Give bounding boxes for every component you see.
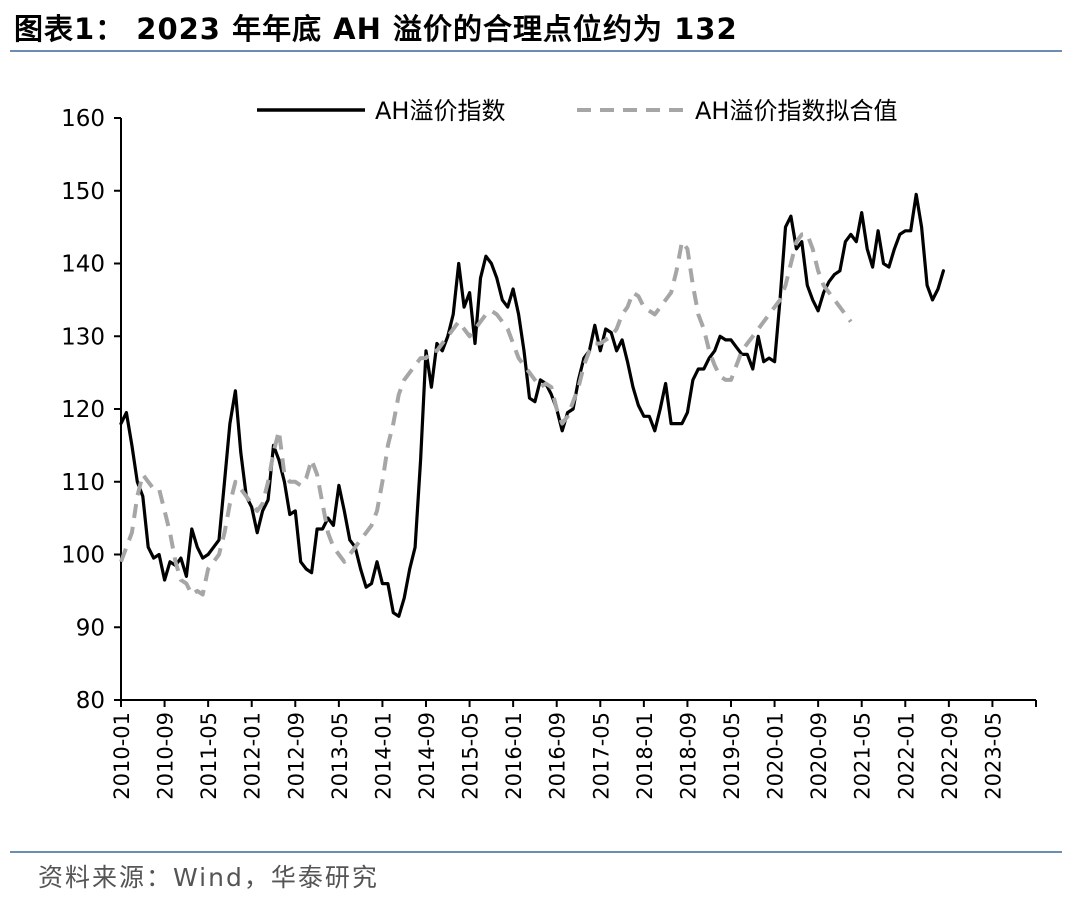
x-tick-label: 2019-05 [720,712,744,800]
y-tick-label: 80 [76,688,105,714]
chart-title: 图表1： 2023 年年底 AH 溢价的合理点位约为 132 [14,12,738,46]
x-tick-label: 2022-09 [938,712,962,800]
x-tick-label: 2015-05 [459,712,483,800]
x-tick-label: 2018-09 [676,712,700,800]
series-line-fitted [119,232,853,597]
legend-item-actual-label: AH溢价指数 [375,97,505,125]
x-tick-label: 2014-01 [371,712,395,800]
x-tick-label: 2013-05 [328,712,352,800]
x-tick-label: 2010-01 [110,712,134,800]
source-note: 资料来源：Wind，华泰研究 [38,863,379,892]
legend-item-fitted-label: AH溢价指数拟合值 [695,97,897,125]
chart-axes [120,118,1036,701]
x-tick-label: 2012-01 [241,712,265,800]
x-tick-label: 2016-09 [546,712,570,800]
y-tick-label: 150 [61,179,105,205]
x-tick-label: 2014-09 [415,712,439,800]
x-tick-label: 2020-01 [764,712,788,800]
y-tick-label: 110 [61,470,105,496]
y-axis-ticks: 80 90 100 110 120 130 140 150 160 [61,106,121,714]
x-tick-label: 2016-01 [502,712,526,800]
y-tick-label: 130 [61,324,105,350]
x-tick-label: 2023-05 [981,712,1005,800]
y-tick-label: 120 [61,397,105,423]
x-tick-label: 2021-05 [851,712,875,800]
x-tick-label: 2020-09 [807,712,831,800]
y-tick-label: 160 [61,106,105,132]
x-tick-label: 2011-05 [197,712,221,800]
footer-rule [10,851,1062,853]
title-rule [10,50,1062,52]
x-tick-label: 2022-01 [894,712,918,800]
chart-legend: AH溢价指数 AH溢价指数拟合值 [257,97,897,125]
line-chart: 80 90 100 110 120 130 140 150 160 2010-01 2010-09… [61,97,1037,800]
x-tick-label: 2012-09 [284,712,308,800]
y-tick-label: 100 [61,543,105,569]
x-tick-label: 2010-09 [154,712,178,800]
chart-series [119,192,945,618]
x-tick-label: 2017-05 [589,712,613,800]
series-line-actual [119,192,945,618]
x-tick-label: 2018-01 [633,712,657,800]
x-axis-ticks: 2010-01 2010-09 2011-05 2012-01 2012-09 2013-… [110,700,1037,800]
y-tick-label: 90 [76,615,105,641]
y-tick-label: 140 [61,252,105,278]
